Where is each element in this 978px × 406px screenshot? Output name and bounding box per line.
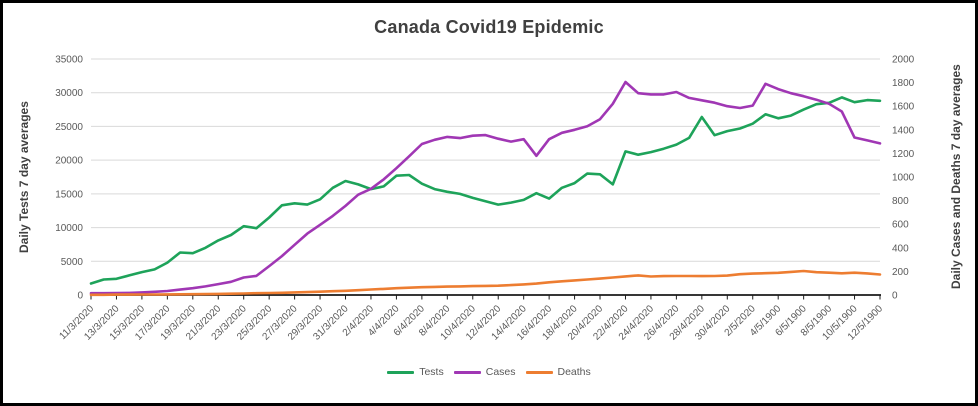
left-axis-tick-label: 0 — [77, 291, 83, 302]
legend-label: Tests — [419, 366, 444, 378]
left-axis-tick-label: 10000 — [55, 223, 83, 234]
series-line-deaths — [89, 269, 882, 297]
legend-swatch-deaths — [525, 370, 553, 374]
right-axis-tick-label: 2000 — [892, 55, 915, 66]
left-axis-tick-label: 20000 — [55, 156, 83, 167]
right-axis-tick-label: 1800 — [892, 78, 915, 89]
legend-swatch-cases — [453, 370, 481, 374]
series-line-cases — [89, 80, 882, 295]
right-axis-tick-label: 0 — [892, 291, 898, 302]
series-line-tests — [89, 96, 882, 285]
left-axis-tick-label: 30000 — [55, 88, 83, 99]
right-axis-tick-label: 200 — [892, 267, 909, 278]
right-axis-tick-label: 1600 — [892, 102, 915, 113]
left-axis-tick-label: 5000 — [61, 257, 84, 268]
legend-label: Cases — [485, 366, 516, 378]
right-axis-tick-label: 1000 — [892, 173, 915, 184]
legend-item-deaths: Deaths — [525, 366, 591, 378]
right-axis-tick-label: 1200 — [892, 149, 915, 160]
legend-item-cases: Cases — [453, 366, 516, 378]
right-axis-tick-label: 600 — [892, 220, 909, 231]
right-axis-tick-label: 400 — [892, 243, 909, 254]
legend-label: Deaths — [557, 366, 591, 378]
left-axis-tick-label: 15000 — [55, 189, 83, 200]
right-axis-tick-label: 800 — [892, 196, 909, 207]
legend: Tests Cases Deaths — [3, 366, 975, 378]
plot-area: 0 5000 10000 15000 20000 25000 30000 35000 0 200 4… — [55, 55, 915, 343]
legend-item-tests: Tests — [387, 366, 444, 378]
chart-title: Canada Covid19 Epidemic — [374, 17, 604, 37]
legend-swatch-tests — [387, 370, 415, 374]
right-axis-tick-label: 1400 — [892, 125, 915, 136]
left-axis-tick-label: 25000 — [55, 122, 83, 133]
left-axis-tick-label: 35000 — [55, 55, 83, 66]
